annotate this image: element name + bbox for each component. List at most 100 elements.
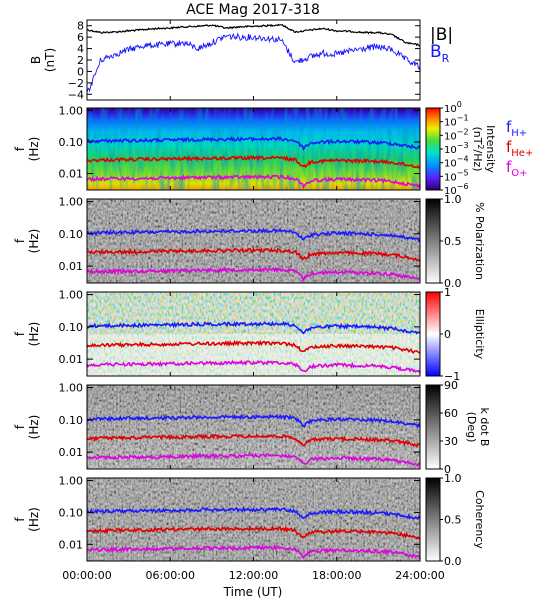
colorbar-tick-label: 0.5 <box>444 514 462 527</box>
chart-title: ACE Mag 2017-318 <box>186 2 320 18</box>
y-axis-label: f (Hz) <box>13 415 41 440</box>
colorbar-tick-exponent: −6 <box>457 182 469 191</box>
y-axis-unit: (Hz) <box>27 415 41 440</box>
y-tick-label: 2 <box>77 54 84 67</box>
y-tick-label: 0.01 <box>59 168 84 181</box>
y-tick-label: 1.00 <box>59 196 84 209</box>
spectrogram-wave-normal-angle <box>87 385 420 469</box>
y-tick-label: 0.10 <box>59 228 84 241</box>
colorbar-tick-label: 1.0 <box>444 193 462 206</box>
time-axis-label: Time (UT) <box>223 585 283 599</box>
x-tick-label: 06:00:00 <box>146 569 195 582</box>
colorbar-tick-label: 0.0 <box>444 277 462 290</box>
legend-o-plus: fO+ <box>506 158 528 179</box>
y-axis-label-text: f <box>13 146 27 151</box>
colorbar-tick-label: 0.0 <box>444 555 462 568</box>
panel-polarization: 1.00 0.10 0.01 f (Hz) 1.0 0.5 0.0 % Polarization <box>13 193 486 290</box>
f-h-plus-line <box>87 135 420 152</box>
y-tick-label: −4 <box>68 88 84 101</box>
x-tick-label: 00:00:00 <box>62 569 111 582</box>
colorbar-label-text: Intensity <box>484 125 497 173</box>
f-o-plus-line <box>87 543 420 560</box>
colorbar-tick-exponent: −1 <box>457 114 469 123</box>
colorbar <box>425 198 441 284</box>
panel-ellipticity: 1.00 0.10 0.01 f (Hz) 1 0 −1 Ellipticity <box>13 286 486 383</box>
colorbar-tick-label: 0 <box>444 328 451 341</box>
colorbar-unit: (Deg) <box>465 412 478 443</box>
x-tick-label: 18:00:00 <box>312 569 361 582</box>
colorbar-tick-label: 90 <box>444 379 458 392</box>
y-axis-label: f (Hz) <box>13 137 41 162</box>
colorbar-tick-label: 1.0 <box>444 472 462 485</box>
colorbar-tick-label: 30 <box>444 435 458 448</box>
y-tick-label: 0.01 <box>59 446 84 459</box>
x-tick-label: 12:00:00 <box>229 569 278 582</box>
panel-wave-normal-angle: 1.00 0.10 0.01 f (Hz) 90 60 30 0 k dot B(Deg) <box>13 379 491 476</box>
f-o-plus-line <box>87 266 420 282</box>
legend-subscript: H+ <box>511 128 527 139</box>
f-he-plus-line <box>87 339 420 355</box>
y-axis-unit: (Hz) <box>27 507 41 532</box>
y-axis-label: f (Hz) <box>13 229 41 254</box>
y-tick-label: 6 <box>77 31 84 44</box>
colorbar-tick-label: 1 <box>444 286 451 299</box>
y-tick-label: 0.10 <box>59 506 84 519</box>
y-tick-label: 0.01 <box>59 353 84 366</box>
spectrogram-ellipticity <box>87 292 420 376</box>
y-tick-label: 1.00 <box>59 475 84 488</box>
colorbar <box>425 477 441 562</box>
f-h-plus-line <box>87 227 420 244</box>
colorbar-label: Ellipticity <box>473 309 486 360</box>
colorbar-unit-rest: /Hz) <box>471 150 484 172</box>
y-axis-unit: (Hz) <box>27 229 41 254</box>
colorbar-label-text: % Polarization <box>473 202 486 280</box>
legend-subscript: O+ <box>511 168 527 179</box>
y-axis-label-text: B <box>29 56 43 64</box>
colorbar-tick-label: 0 <box>444 463 451 476</box>
legend-subscript: He+ <box>511 148 533 159</box>
f-h-plus-line <box>87 320 420 335</box>
f-he-plus-line <box>87 433 420 448</box>
f-h-plus-line <box>87 505 420 521</box>
y-axis-label-text: f <box>13 424 27 429</box>
y-tick-label: 0.10 <box>59 414 84 427</box>
time-axis: 00:00:00 06:00:00 12:00:00 18:00:00 24:00:00 <box>62 20 445 582</box>
panel-coherency: 1.00 0.10 0.01 f (Hz) 1.0 0.5 0.0 Coherency <box>13 472 486 568</box>
y-tick-label: −2 <box>68 77 84 90</box>
panel-intensity: 1.000.100.01f (Hz)10010−110−210−310−410−5… <box>13 100 533 197</box>
y-axis-label: f (Hz) <box>13 507 41 532</box>
colorbar-label-text: Ellipticity <box>473 309 486 360</box>
colorbar-label-text: Coherency <box>473 490 486 549</box>
colorbar-tick-label: 60 <box>444 407 458 420</box>
y-tick-label: 0 <box>77 65 84 78</box>
y-tick-label: 0.01 <box>59 538 84 551</box>
legend-b-total: |B| <box>430 25 453 45</box>
spectrogram-intensity <box>87 108 420 190</box>
magnetic-field-lines <box>87 23 420 93</box>
spectrogram-polarization <box>87 199 420 283</box>
f-he-plus-line <box>87 525 420 540</box>
y-axis-label-text: f <box>13 331 27 336</box>
legend-b-r: BR <box>430 42 450 65</box>
y-tick-label: 0.01 <box>59 260 84 273</box>
colorbar-tick-label: −1 <box>444 370 460 383</box>
y-axis-label-text: f <box>13 238 27 243</box>
colorbar <box>425 107 441 191</box>
y-tick-label: 8 <box>77 20 84 33</box>
y-tick-label: 0.10 <box>59 136 84 149</box>
y-axis-label: B (nT) <box>29 48 57 72</box>
spectrogram-coherency <box>87 478 420 561</box>
y-axis-unit: (Hz) <box>27 322 41 347</box>
y-tick-label: 1.00 <box>59 104 84 117</box>
y-axis-unit: (Hz) <box>27 137 41 162</box>
series-b-r-line <box>87 32 420 93</box>
legend-he-plus: fHe+ <box>506 138 533 159</box>
y-tick-label: 4 <box>77 43 84 56</box>
f-he-plus-line <box>87 154 420 169</box>
colorbar-unit-exponent: 2 <box>476 144 485 149</box>
y-tick-label: 1.00 <box>59 289 84 302</box>
legend-h-plus: fH+ <box>506 118 527 139</box>
y-tick-label: 1.00 <box>59 382 84 395</box>
